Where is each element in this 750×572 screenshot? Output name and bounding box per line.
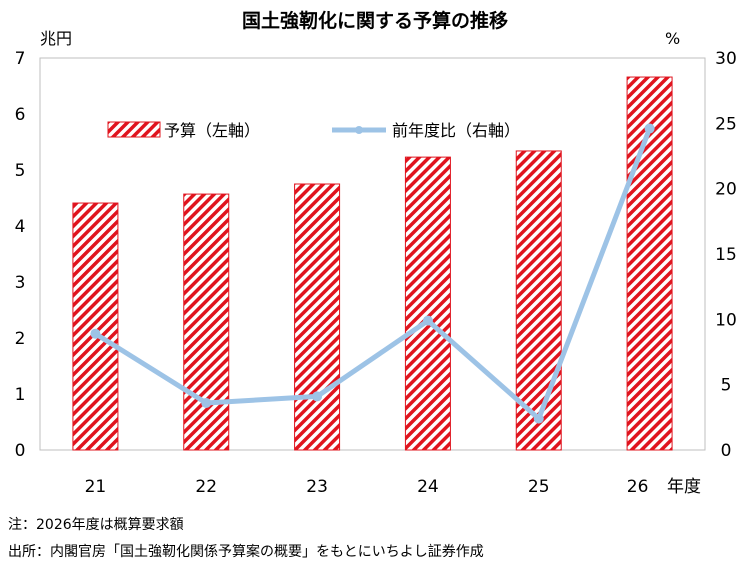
y-tick-label: 3 <box>15 273 26 293</box>
budget-bar <box>72 202 119 451</box>
ratio-line <box>94 127 652 422</box>
y-tick-label: 4 <box>15 217 26 237</box>
ratio-point <box>312 391 323 402</box>
y-tick-label: 2 <box>15 329 26 349</box>
budget-bar <box>294 183 341 451</box>
legend-marker-ratio <box>355 126 363 134</box>
y2-tick-label: 10 <box>715 310 737 330</box>
y-tick-label: 1 <box>15 385 26 405</box>
legend-label-budget: 予算（左軸） <box>164 121 260 140</box>
legend-swatch-budget <box>107 121 161 138</box>
ratio-point <box>422 315 433 326</box>
chart-title: 国土強靭化に関する予算の推移 <box>242 9 508 32</box>
y2-tick-label: 5 <box>721 376 732 396</box>
ratio-point <box>644 123 655 134</box>
y2-axis-label: % <box>665 29 680 48</box>
plot-area <box>39 57 706 451</box>
ratio-point <box>90 328 101 339</box>
x-tick-label: 23 <box>306 477 328 497</box>
x-tick-label: 21 <box>85 477 107 497</box>
y2-tick-label: 15 <box>715 245 737 265</box>
y2-tick-label: 0 <box>721 441 732 461</box>
budget-bar <box>404 156 451 451</box>
budget-bar <box>515 150 562 451</box>
legend-label-ratio: 前年度比（右軸） <box>392 121 520 140</box>
x-tick-label: 25 <box>528 477 550 497</box>
footnote: 注：2026年度は概算要求額 <box>8 517 184 533</box>
ratio-point <box>533 413 544 424</box>
legend: 予算（左軸） 前年度比（右軸） <box>107 121 520 140</box>
x-axis-label: 年度 <box>667 477 701 497</box>
x-tick-label: 22 <box>195 477 217 497</box>
budget-bar <box>626 76 673 451</box>
budget-bar <box>183 193 230 451</box>
y-tick-label: 5 <box>15 161 26 181</box>
x-tick-label: 24 <box>417 477 439 497</box>
y-tick-label: 6 <box>15 105 26 125</box>
y2-tick-label: 25 <box>715 114 737 134</box>
y-axis-label: 兆円 <box>40 29 72 48</box>
y2-tick-label: 20 <box>715 180 737 200</box>
y-tick-label: 0 <box>15 441 26 461</box>
ratio-point <box>201 397 212 408</box>
budget-chart: 国土強靭化に関する予算の推移 兆円 % 01234567051015202530… <box>15 9 737 497</box>
y-tick-label: 7 <box>15 49 26 69</box>
x-tick-label: 26 <box>627 477 649 497</box>
source-note: 出所：内閣官房「国土強靭化関係予算案の概要」をもとにいちよし証券作成 <box>8 544 484 560</box>
y2-tick-label: 30 <box>715 49 737 69</box>
